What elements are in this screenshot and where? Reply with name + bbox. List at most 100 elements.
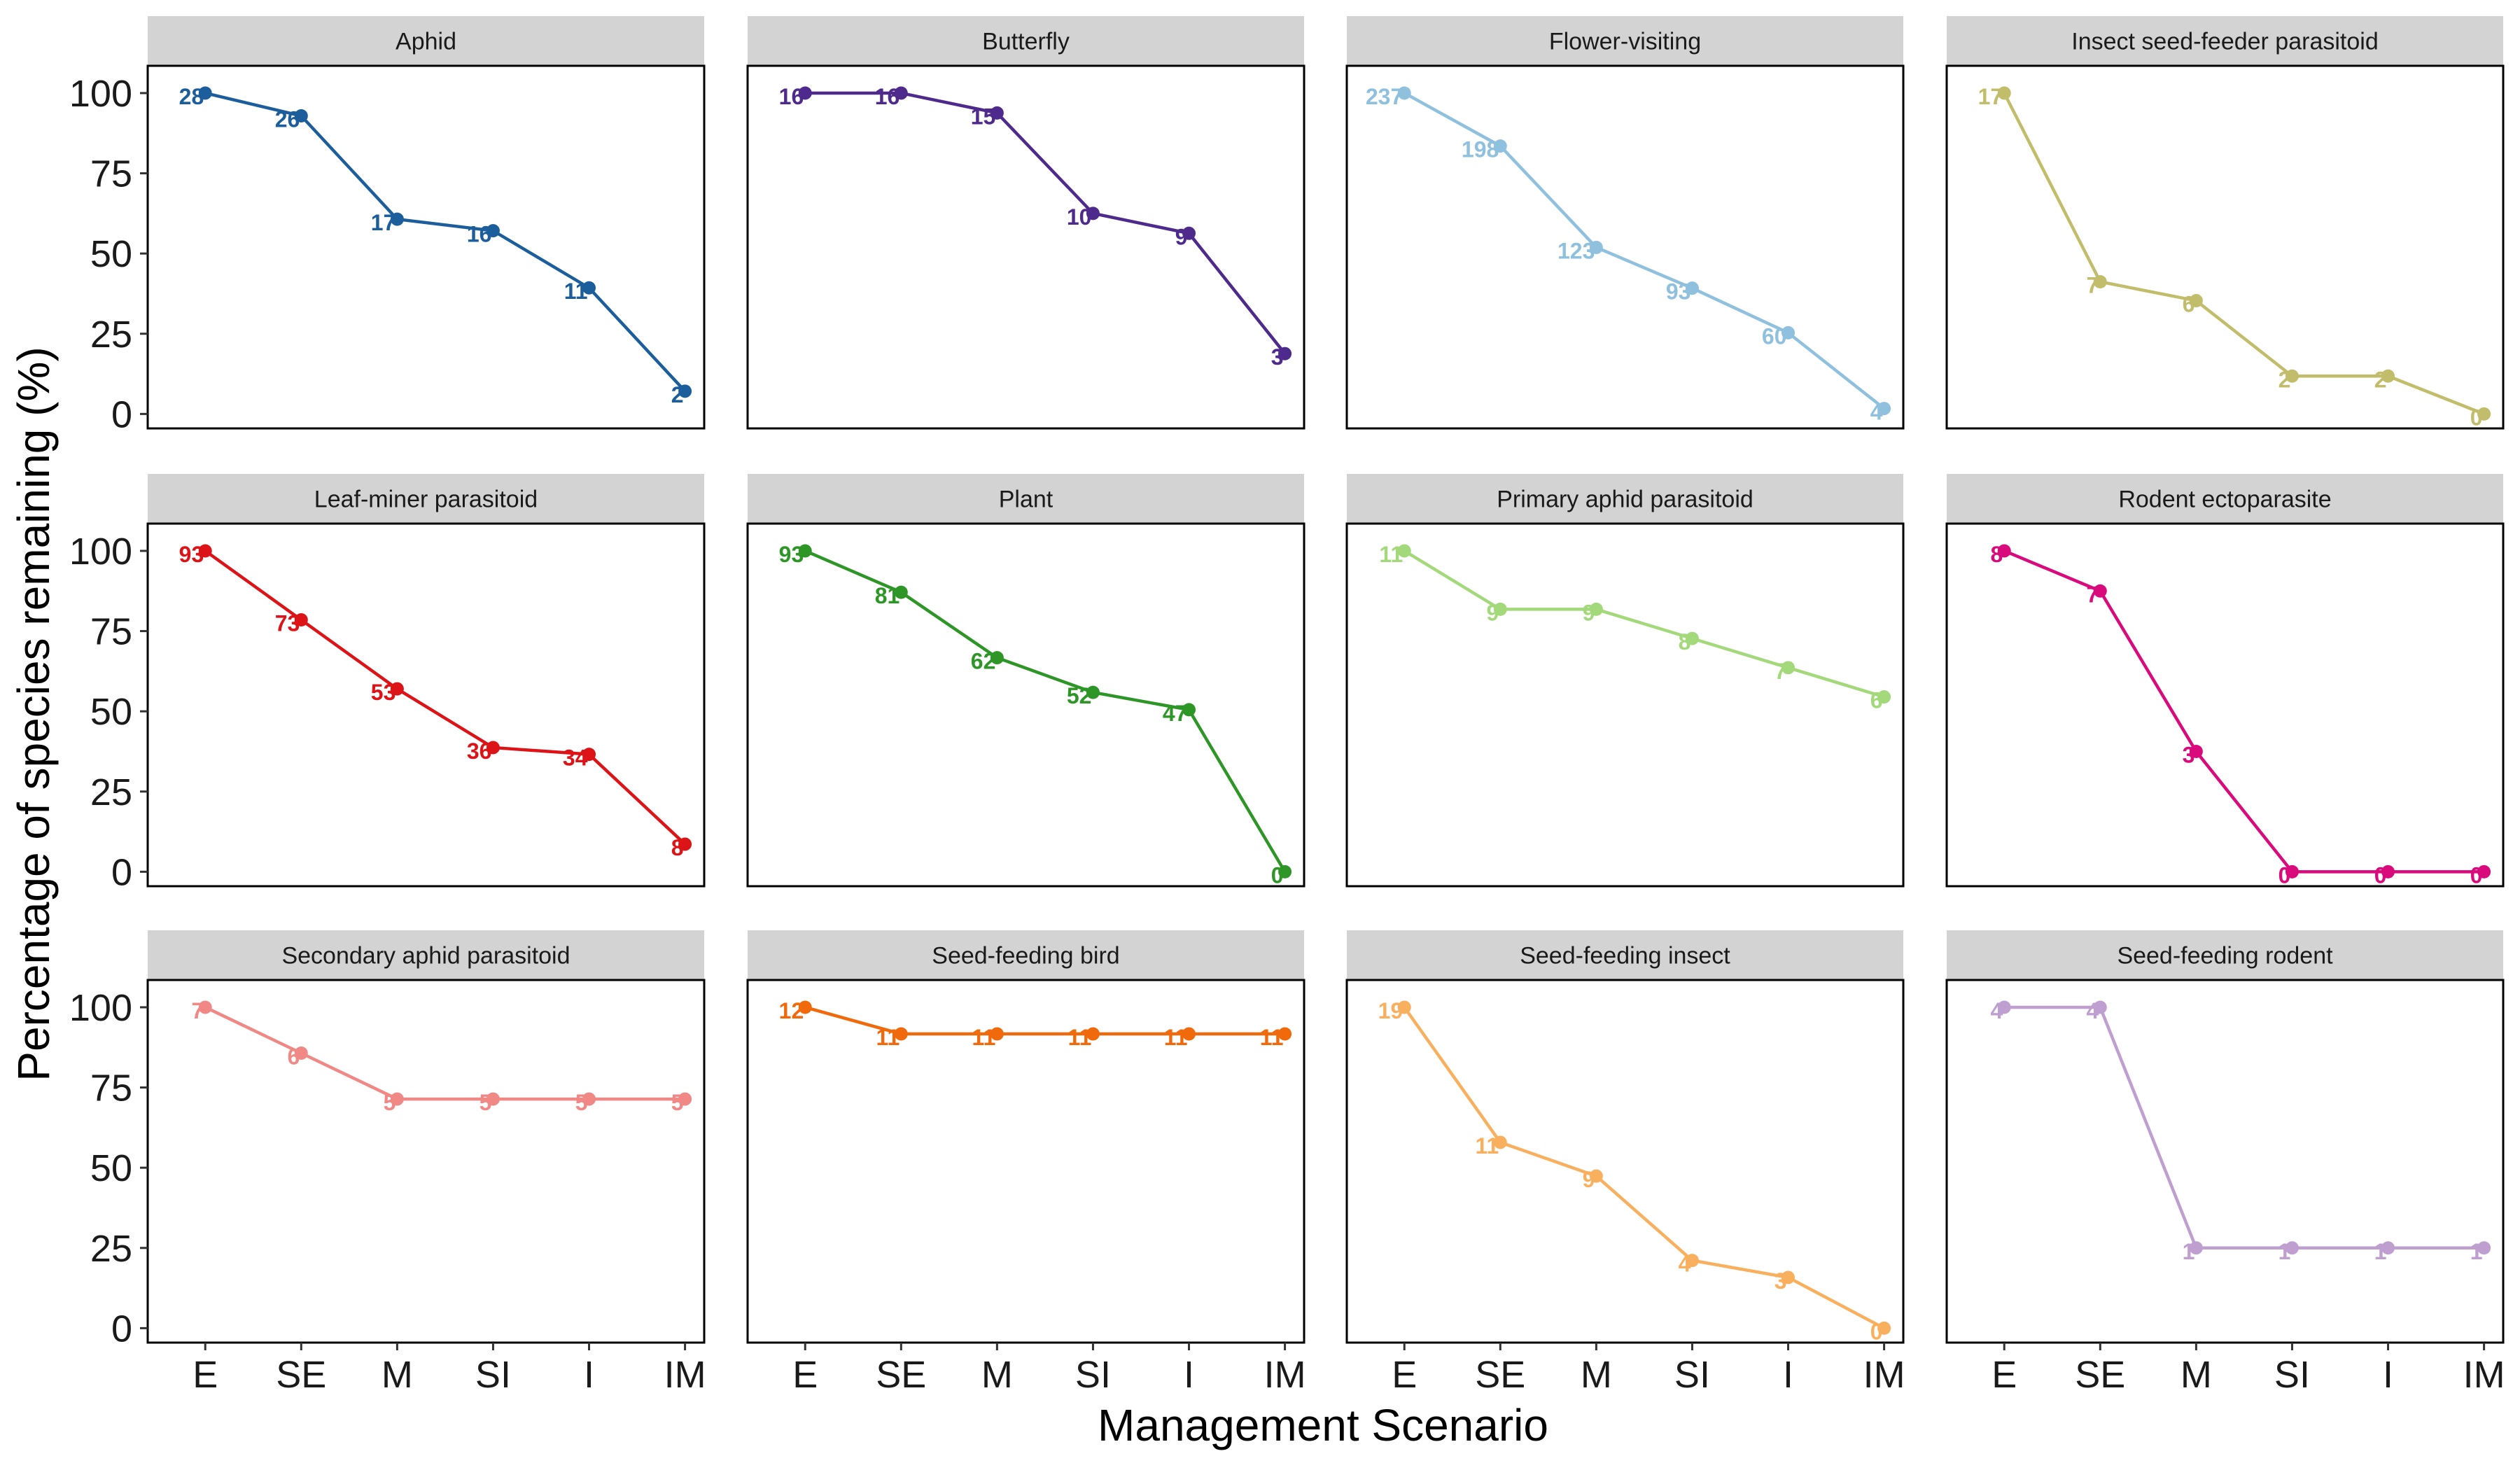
data-label: 16 — [875, 84, 900, 109]
data-point — [2477, 1241, 2491, 1255]
data-point — [1493, 1135, 1507, 1149]
data-label: 16 — [467, 222, 492, 247]
data-point — [1493, 139, 1507, 153]
data-label: 3 — [2183, 742, 2195, 767]
y-tick-label: 50 — [90, 691, 132, 733]
data-point — [798, 544, 812, 558]
x-tick-label: E — [192, 1354, 218, 1396]
data-label: 0 — [2278, 862, 2291, 888]
strip — [1947, 474, 2503, 524]
data-point — [198, 544, 212, 558]
panel-title: Primary aphid parasitoid — [1497, 486, 1754, 513]
data-point — [1086, 206, 1100, 220]
y-tick-label: 25 — [90, 771, 132, 813]
data-label: 4 — [1679, 1252, 1691, 1277]
data-point — [1493, 602, 1507, 616]
series-line — [204, 550, 687, 846]
data-point — [2093, 275, 2107, 289]
data-label: 0 — [1271, 862, 1284, 888]
panel-title: Secondary aphid parasitoid — [281, 943, 570, 969]
panel-title: Flower-visiting — [1549, 29, 1701, 55]
data-point — [2381, 1241, 2395, 1255]
data-label: 52 — [1067, 683, 1092, 708]
data-point — [894, 585, 908, 599]
series-line — [204, 91, 687, 393]
data-point — [1182, 1027, 1196, 1041]
data-point — [198, 1000, 212, 1014]
data-label: 8 — [1679, 629, 1691, 654]
y-tick-label: 50 — [90, 233, 132, 275]
series-line — [2003, 92, 2485, 416]
data-point — [2189, 294, 2203, 308]
y-tick-label: 100 — [69, 73, 132, 115]
strip — [748, 16, 1304, 66]
panel-border — [146, 64, 706, 430]
strip — [1947, 930, 2503, 980]
data-label: 47 — [1163, 701, 1188, 726]
y-tick-label: 75 — [90, 611, 132, 653]
data-label: 198 — [1462, 137, 1499, 162]
series-line — [204, 1005, 685, 1101]
data-label: 5 — [384, 1090, 396, 1115]
data-label: 17 — [371, 210, 396, 235]
data-point — [1589, 1169, 1603, 1183]
data-point — [582, 1092, 596, 1106]
data-label: 11 — [876, 1025, 899, 1050]
data-point — [678, 837, 692, 851]
panel-border — [746, 522, 1306, 888]
data-point — [798, 86, 812, 100]
series-line — [1404, 91, 1885, 410]
data-label: 5 — [575, 1090, 588, 1115]
data-point — [2189, 1241, 2203, 1255]
data-point — [1086, 1027, 1100, 1041]
data-point — [1589, 602, 1603, 616]
x-tick-label: SE — [2075, 1354, 2125, 1396]
strip — [748, 930, 1304, 980]
data-point — [582, 748, 596, 762]
x-tick-label: I — [584, 1354, 594, 1396]
data-label: 73 — [275, 611, 300, 636]
data-point — [1877, 402, 1891, 416]
x-tick-label: SE — [1475, 1354, 1525, 1396]
panel-border — [1345, 522, 1905, 888]
data-label: 36 — [467, 738, 492, 764]
data-point — [486, 1092, 500, 1106]
panel-border — [1945, 64, 2505, 430]
data-label: 6 — [288, 1044, 300, 1070]
data-point — [1397, 1000, 1411, 1014]
x-tick-label: M — [2180, 1354, 2212, 1396]
data-label: 34 — [563, 746, 588, 771]
data-label: 93 — [1666, 279, 1691, 304]
data-label: 7 — [191, 998, 204, 1023]
data-label: 11 — [564, 279, 588, 304]
data-point — [1877, 690, 1891, 704]
data-label: 2 — [2278, 367, 2291, 392]
series-line — [2004, 1005, 2484, 1250]
data-label: 0 — [2470, 862, 2483, 888]
y-tick-label: 25 — [90, 1228, 132, 1270]
data-label: 11 — [1379, 542, 1403, 567]
series-line — [1403, 1006, 1885, 1330]
panel-title: Seed-feeding insect — [1520, 943, 1730, 969]
data-point — [678, 1092, 692, 1106]
data-point — [1685, 281, 1699, 295]
data-label: 4 — [2087, 998, 2099, 1023]
data-label: 26 — [275, 107, 300, 132]
strip — [148, 16, 704, 66]
data-label: 9 — [1583, 600, 1595, 625]
data-label: 4 — [1870, 400, 1883, 425]
data-point — [294, 1046, 308, 1060]
data-point — [1997, 1000, 2011, 1014]
x-tick-label: M — [382, 1354, 413, 1396]
data-label: 5 — [671, 1090, 684, 1115]
data-point — [1782, 661, 1795, 675]
panel-border — [1345, 64, 1905, 430]
data-label: 93 — [179, 542, 204, 567]
x-tick-label: E — [1991, 1354, 2017, 1396]
y-tick-label: 50 — [90, 1147, 132, 1189]
y-tick-label: 0 — [111, 851, 132, 893]
data-label: 237 — [1366, 84, 1403, 109]
data-label: 1 — [2374, 1239, 2387, 1264]
data-label: 12 — [779, 998, 804, 1023]
data-point — [894, 86, 908, 100]
